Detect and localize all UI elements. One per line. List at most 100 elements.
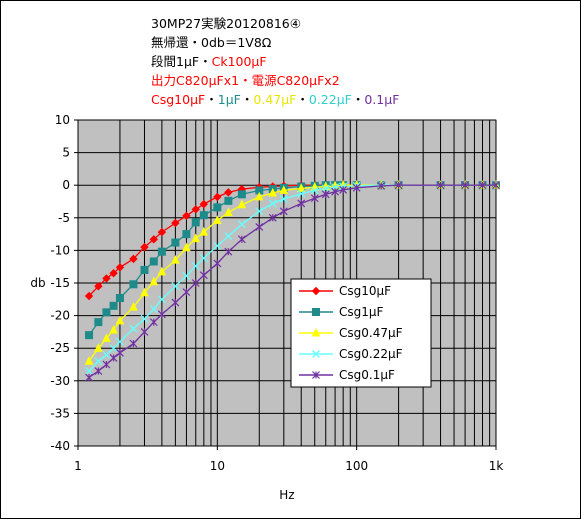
chart-title-segment: 無帰還・0db＝1V8Ω [151, 35, 272, 50]
series-0-point [182, 211, 191, 221]
series-1-point [129, 280, 138, 289]
series-4-point [478, 181, 487, 190]
series-4-point [394, 181, 403, 190]
series-4-point [140, 327, 149, 336]
series-0-point [140, 242, 149, 252]
series-0-point [149, 235, 159, 244]
series-3-point [310, 186, 319, 195]
chart-title-segment: ・ [241, 92, 254, 107]
series-0-point [171, 218, 180, 228]
chart-title-segment: 段間1μF・ [151, 54, 212, 69]
series-4-point [191, 279, 200, 287]
series-1-point [85, 331, 94, 340]
series-2-point [129, 302, 138, 311]
series-4-point [352, 183, 361, 192]
series-4-point [377, 181, 386, 190]
series-4-point [224, 247, 233, 256]
series-2-point [224, 207, 233, 217]
legend-marker-3 [312, 350, 320, 358]
series-2-point [199, 227, 209, 236]
series-0-point [115, 263, 125, 272]
series-2-point [268, 187, 278, 197]
legend-marker-0 [311, 286, 321, 296]
series-4-point [279, 207, 288, 216]
chart-title-segment: Csg10μF [151, 92, 205, 107]
series-1-point [115, 293, 124, 302]
series-4-point [85, 373, 93, 382]
series-1-point [224, 196, 233, 205]
series-4-point [102, 360, 111, 369]
series-1-point [102, 308, 111, 317]
legend-label: Csg10μF [339, 284, 391, 298]
y-axis-title: db [30, 276, 45, 290]
series-4-point [149, 318, 158, 327]
series-3-point [115, 337, 124, 346]
series-0-point [224, 188, 233, 197]
series-3-point [140, 314, 149, 323]
chart-title-line: 30MP27実験20120816④ [151, 16, 301, 31]
series-3-point [279, 194, 288, 203]
series-0-point [129, 254, 138, 264]
series-3-point [321, 184, 330, 193]
series-3-point [297, 189, 306, 198]
series-1-point [157, 247, 166, 256]
series-1-point [140, 265, 149, 274]
chart-title-line: 出力C820μFx1・電源C820μFx2 [151, 73, 340, 88]
x-tick-label: 10 [210, 459, 225, 473]
series-1-point [109, 301, 118, 310]
series-4-point [237, 235, 246, 244]
series-0-point [102, 274, 111, 283]
chart-title-segment: 0.22μF [309, 92, 352, 107]
series-4-point [331, 187, 340, 196]
x-axis-title: Hz [279, 488, 294, 502]
series-4-point [255, 223, 264, 231]
chart-title-segment: 出力C820μFx1・電源C820μFx2 [151, 73, 340, 88]
series-2-point [84, 356, 94, 365]
series-2-point [171, 255, 180, 264]
series-3-point [191, 262, 200, 271]
series-2-point [296, 183, 306, 192]
series-3-point [109, 344, 118, 353]
series-3-point [199, 254, 208, 263]
series-4-point [94, 367, 103, 375]
series-4-point [268, 213, 277, 222]
series-3-point [255, 207, 264, 216]
series-2-point [279, 185, 289, 194]
chart-title-segment: Ck100μF [212, 54, 267, 69]
series-4-point [157, 310, 166, 319]
legend-marker-4 [312, 371, 320, 379]
chart-title-segment: 1μF [218, 92, 241, 107]
series-0-point [94, 282, 103, 291]
series-2-point [140, 287, 149, 297]
series-2-point [149, 276, 159, 286]
series-2-point [109, 324, 118, 334]
chart-title-segment: 30MP27実験20120816④ [151, 16, 301, 31]
series-4-point [171, 298, 180, 307]
series-2-point [254, 191, 264, 201]
series-2-point [94, 343, 103, 352]
x-tick-label: 1 [74, 459, 82, 473]
series-4-point [321, 190, 330, 199]
y-tick-label: 10 [55, 113, 70, 127]
legend-label: Csg0.22μF [339, 347, 403, 361]
series-2-point [157, 266, 167, 276]
series-4-point [129, 339, 138, 348]
y-tick-label: 0 [62, 178, 70, 192]
chart-title-line: Csg10μF・1μF・0.47μF・0.22μF・0.1μF [151, 92, 399, 107]
series-2-point [213, 215, 222, 224]
legend-marker-2 [311, 327, 321, 337]
series-0-point [213, 192, 222, 202]
y-tick-label: -35 [50, 406, 70, 420]
series-2-point [182, 242, 191, 252]
series-4-point [213, 259, 222, 268]
series-4-point [461, 181, 470, 190]
series-4-point [436, 181, 445, 190]
series-3-point [129, 324, 138, 333]
series-0-point [191, 205, 200, 214]
series-1-point [94, 318, 103, 327]
chart-title-line: 段間1μF・Ck100μF [151, 54, 267, 69]
series-3-point [182, 271, 191, 280]
series-1-point [213, 203, 222, 212]
series-2-point [115, 315, 125, 325]
